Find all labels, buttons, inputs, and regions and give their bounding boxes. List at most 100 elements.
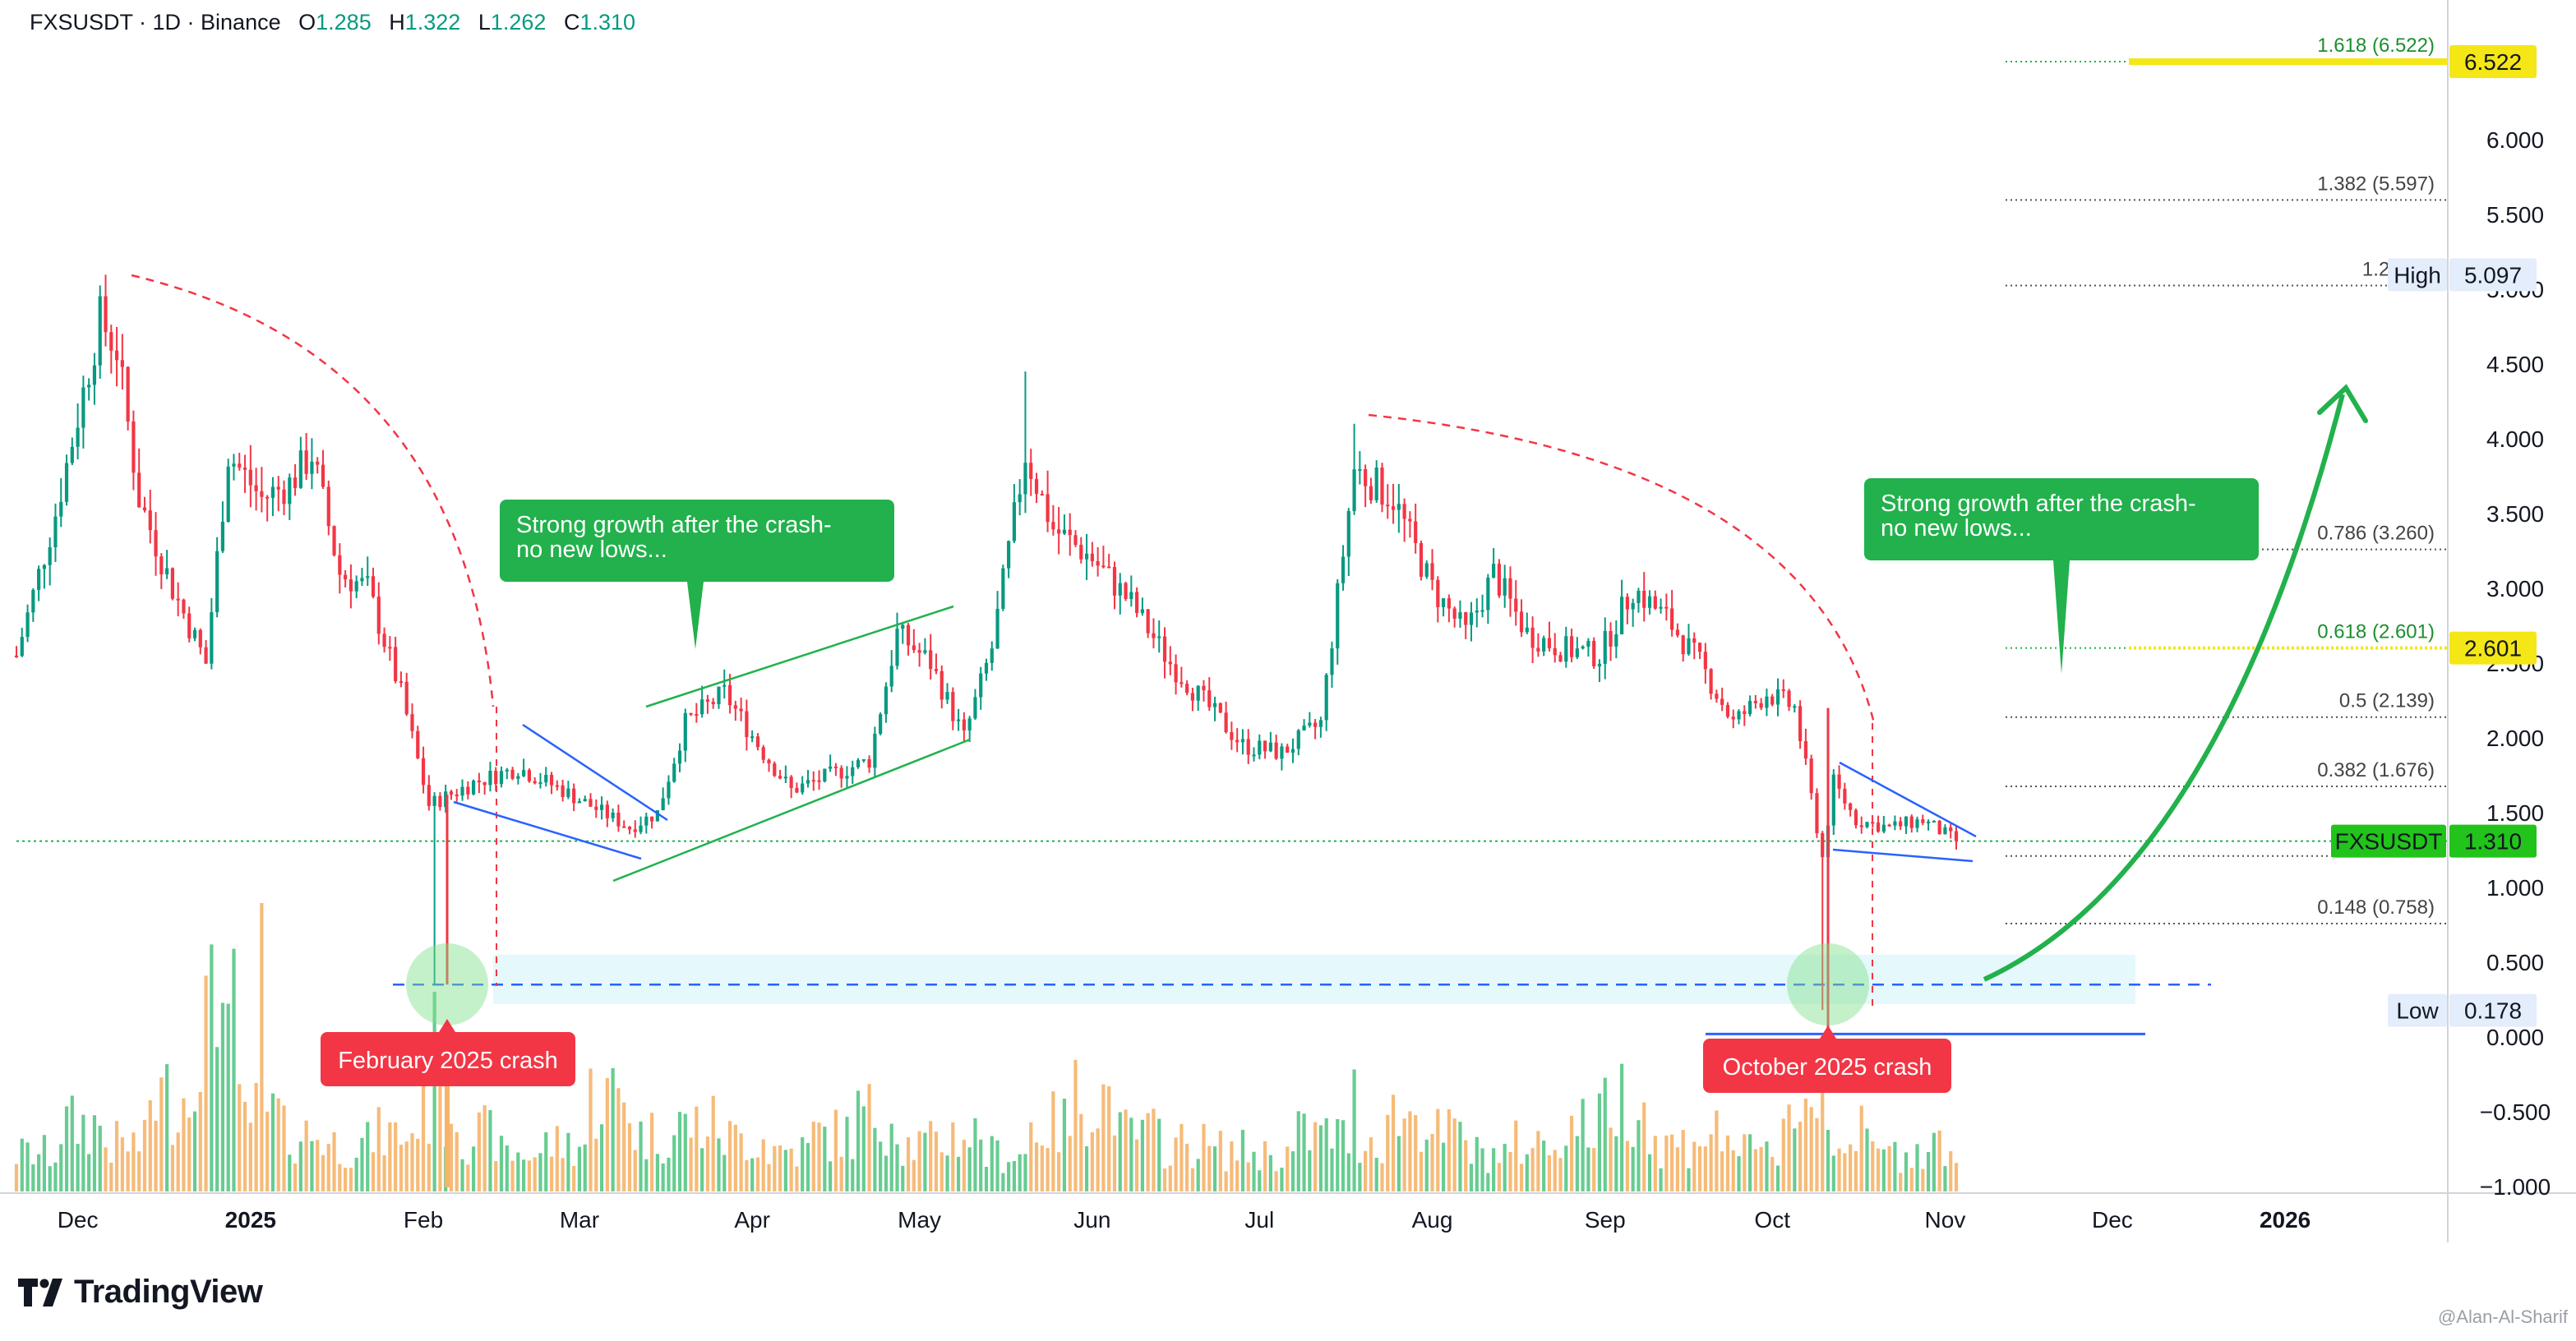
volume-bar [884,1155,889,1191]
x-tick-label: Mar [560,1207,599,1233]
volume-bar [1062,1099,1067,1191]
volume-bar [1475,1136,1479,1191]
candle-body [1815,793,1819,834]
candle-body [533,781,537,784]
volume-bar [170,1145,174,1191]
candle-body [316,461,320,465]
volume-bar [1090,1131,1094,1191]
candle-body [639,825,643,832]
x-tick-label: Dec [58,1207,99,1233]
volume-bar [1653,1136,1657,1191]
candle-body [148,510,152,531]
candle-body [260,491,264,497]
candle-body [912,645,916,651]
y-tick-label: 2.000 [2486,726,2544,751]
volume-bar [1168,1165,1172,1191]
volume-bar [851,1159,855,1191]
candle-body [761,747,765,760]
candle-body [114,350,119,361]
candle-body [1809,758,1813,794]
candle-body [1597,663,1602,667]
volume-bar [87,1154,91,1191]
volume-bar [1402,1118,1406,1191]
volume-bar [120,1137,124,1191]
candle-body [1424,563,1429,577]
tradingview-logo[interactable]: TradingView [18,1274,263,1311]
candle-body [466,786,470,795]
candle-body [460,786,464,796]
volume-bar [577,1146,582,1191]
volume-bar [132,1132,136,1191]
volume-bar [1447,1109,1451,1191]
candle-body [1871,822,1875,824]
volume-bar [644,1159,649,1191]
price-tag-target-bg [2449,44,2537,78]
volume-bar [1308,1150,1312,1191]
x-tick-label: Oct [1754,1207,1790,1233]
candle-body [527,770,532,781]
volume-bar [282,1105,286,1191]
candle-body [232,463,236,467]
candle-body [98,296,102,366]
volume-bar [1180,1123,1184,1191]
volume-bar [31,1164,35,1191]
candle-body [1336,583,1340,649]
volume-bar [1107,1085,1111,1191]
x-tick-label: Sep [1585,1207,1626,1233]
candle-body [1492,564,1496,578]
volume-bar [1569,1115,1574,1191]
volume-bar [1709,1134,1713,1191]
volume-bar [1887,1145,1891,1191]
candle-body [566,788,570,797]
candle-body [599,804,604,810]
volume-bar [1687,1168,1691,1191]
candle-body [695,714,699,717]
candle-body [851,767,855,776]
crash-feb: February 2025 crash [321,1032,575,1086]
y-tick-label: 3.000 [2486,576,2544,601]
y-tick-label: 1.500 [2486,800,2544,826]
volume-bar [1697,1145,1702,1191]
volume-bar [622,1102,626,1191]
volume-bar [1831,1155,1835,1191]
volume-bar [427,1143,431,1191]
arc-left [131,274,495,707]
candle-body [934,669,939,671]
candle-body [1921,819,1925,823]
x-tick-label: Dec [2092,1207,2133,1233]
candle-body [1079,545,1083,560]
volume-bar [773,1145,777,1191]
volume-bar [1725,1135,1730,1191]
candle-body [1692,638,1697,643]
candle-body [1034,478,1039,495]
candle-body [1386,505,1390,507]
candle-body [220,522,225,551]
candle-body [477,781,481,783]
candle-body [31,589,35,613]
volume-bar [700,1148,704,1191]
volume-bar [1202,1123,1206,1191]
candle-body [444,791,448,808]
volume-bar [460,1159,464,1191]
volume-bar [661,1163,665,1191]
volume-bar [1318,1125,1323,1191]
price-tag-last: 1.310 [2464,829,2522,855]
candle-body [132,421,136,473]
candle-body [64,463,69,502]
volume-bar [1441,1142,1446,1191]
volume-bar [655,1154,659,1191]
callout-left: Strong growth after the crash-no new low… [500,500,894,649]
candle-body [711,702,715,704]
candle-body [1101,565,1106,568]
candle-body [1943,827,1947,835]
candle-body [242,468,247,470]
candle-body [76,427,80,447]
volume-bar [1737,1156,1741,1191]
candle-body [683,712,687,751]
candle-body [705,699,710,703]
candle-body [215,551,219,613]
volume-bar [1258,1170,1262,1191]
candle-body [1642,591,1646,608]
tradingview-logo-icon [18,1278,66,1306]
